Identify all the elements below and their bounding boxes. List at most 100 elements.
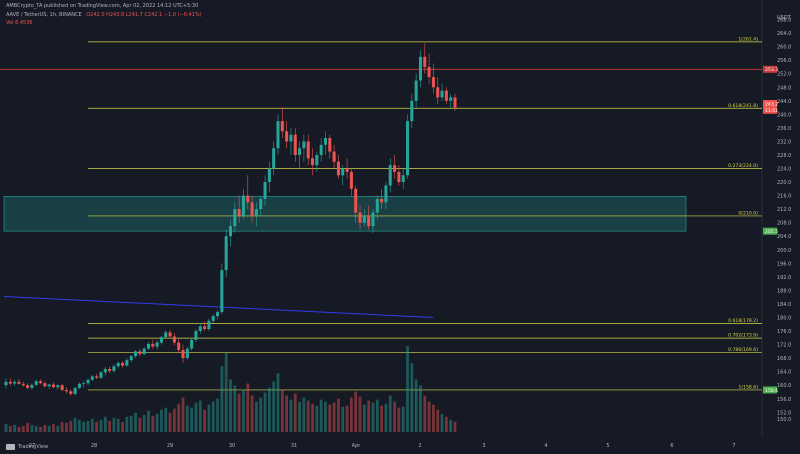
fib-level-label: 0.618(241.8) xyxy=(728,103,758,109)
volume-bar xyxy=(337,398,340,432)
published-info: AMBCrypto_TA published on TradingView.co… xyxy=(6,3,199,9)
tradingview-brand: TradingView xyxy=(6,444,48,450)
candle-body xyxy=(34,381,38,385)
candle-body xyxy=(220,270,224,313)
volume-bar xyxy=(56,425,60,432)
volume-bar xyxy=(103,416,107,432)
volume-bar xyxy=(99,419,103,432)
volume-bar xyxy=(358,396,362,432)
trendline xyxy=(3,296,434,318)
candle-body xyxy=(259,198,263,210)
candle-body xyxy=(69,391,73,395)
candle-body xyxy=(358,212,362,223)
price-tick-label: 200.0 xyxy=(777,248,791,254)
candle-body xyxy=(134,351,138,357)
candle-body xyxy=(241,195,245,216)
candle-body xyxy=(397,171,401,183)
candle-body xyxy=(341,168,345,176)
symbol-label[interactable]: AAVE / TetherUS, 1h, BINANCE xyxy=(6,12,82,18)
volume-bar xyxy=(259,397,263,432)
volume-bar xyxy=(380,405,383,432)
candle-body xyxy=(203,326,207,330)
candle-body xyxy=(121,362,125,366)
volume-bar xyxy=(168,412,172,432)
candle-body xyxy=(375,198,379,213)
candle-body xyxy=(371,212,375,227)
volume-bar xyxy=(129,415,133,432)
volume-bar xyxy=(246,383,250,432)
price-tick-label: 264.0 xyxy=(777,31,791,37)
volume-bar xyxy=(216,398,219,432)
time-tick-label: 27 xyxy=(29,443,35,449)
candle-body xyxy=(306,141,310,159)
volume-bar xyxy=(190,407,194,432)
volume-bar xyxy=(8,425,12,432)
candle-body xyxy=(345,168,349,172)
volume-bar xyxy=(95,421,99,432)
price-tag-label: 158.6 xyxy=(765,388,778,394)
candle-body xyxy=(95,376,99,378)
candle-body xyxy=(190,339,194,349)
candle-body xyxy=(164,332,168,338)
volume-bar xyxy=(332,402,336,432)
candle-body xyxy=(405,121,410,176)
price-tick-label: 156.0 xyxy=(777,397,791,403)
volume-bar xyxy=(432,404,435,432)
volume-bar xyxy=(134,412,137,432)
volume-bar xyxy=(350,397,353,432)
ohlc-readout: O242.0 H243.8 L241.7 C242.1 −1.0 (−0.41%… xyxy=(86,12,202,18)
time-tick-label: 6 xyxy=(670,443,673,449)
price-tag xyxy=(763,100,777,108)
candle-body xyxy=(90,376,94,380)
volume-bar xyxy=(401,406,405,432)
volume-bar xyxy=(138,417,142,432)
fib-level-label: 0.702(173.9) xyxy=(728,333,758,339)
volume-bar xyxy=(289,399,293,432)
price-tick-label: 176.0 xyxy=(777,329,791,335)
candle-body xyxy=(423,56,427,67)
fib-level-label: 0.273(224.0) xyxy=(728,163,758,169)
candle-body xyxy=(362,215,366,223)
price-tick-label: 216.0 xyxy=(777,194,791,200)
time-tick-label: Apr xyxy=(352,443,362,449)
fib-level-label: 0.786(169.6) xyxy=(728,347,758,353)
candle-body xyxy=(280,121,284,132)
candle-body xyxy=(73,387,77,395)
price-axis xyxy=(762,0,800,454)
volume-readout: Vol 6.4536 xyxy=(6,20,33,26)
candle-body xyxy=(401,175,405,183)
volume-bar xyxy=(86,420,90,432)
candle-body xyxy=(228,226,233,237)
volume-bar xyxy=(250,395,254,432)
volume-bar xyxy=(233,385,237,432)
volume-bar xyxy=(255,401,258,432)
volume-bar xyxy=(371,402,375,432)
volume-bar xyxy=(121,421,124,432)
price-tick-label: 184.0 xyxy=(777,302,791,308)
volume-bar xyxy=(181,397,185,432)
volume-bar xyxy=(194,402,198,432)
volume-bar xyxy=(147,410,150,432)
volume-bar xyxy=(444,416,448,432)
time-tick-label: 4 xyxy=(544,443,547,449)
volume-bar xyxy=(125,416,129,432)
candle-body xyxy=(453,97,457,108)
time-tick-label: 30 xyxy=(229,443,235,449)
candle-body xyxy=(224,236,228,271)
volume-bar xyxy=(242,389,245,432)
volume-bar xyxy=(108,420,111,432)
volume-bar xyxy=(388,395,392,432)
candle-body xyxy=(17,381,21,384)
candle-body xyxy=(56,385,60,388)
volume-bar xyxy=(427,401,431,432)
fib-level-label: 1(158.6) xyxy=(738,384,758,390)
volume-bar xyxy=(177,403,181,432)
price-tick-label: 168.0 xyxy=(777,356,791,362)
support-zone xyxy=(3,195,687,232)
time-tick-label: 31 xyxy=(291,443,297,449)
volume-bar xyxy=(52,423,55,432)
candle-body xyxy=(289,134,293,142)
candle-body xyxy=(125,360,129,366)
candle-body xyxy=(332,151,336,162)
